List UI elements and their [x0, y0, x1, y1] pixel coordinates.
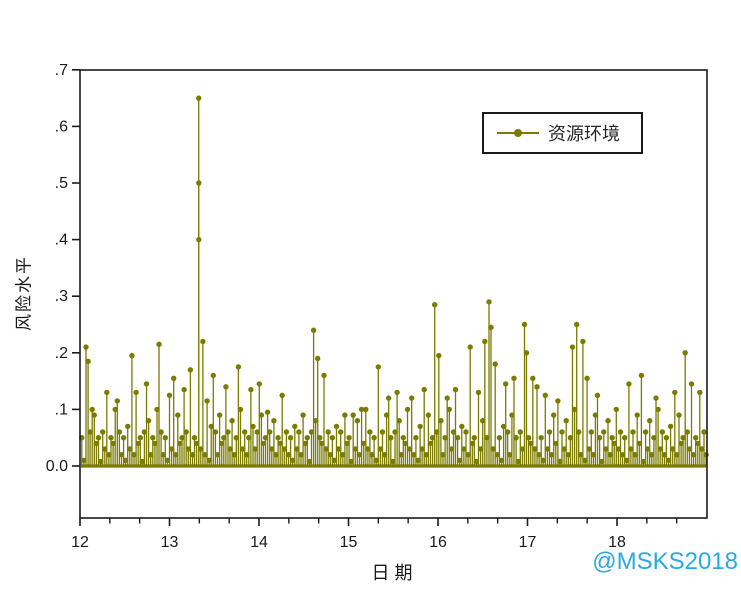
svg-text:.2: .2	[55, 345, 68, 362]
svg-text:14: 14	[250, 534, 268, 551]
y-axis-title: 风险水平	[14, 255, 34, 331]
legend-box: 资源环境	[482, 112, 643, 154]
svg-text:12: 12	[71, 534, 89, 551]
svg-text:0.0: 0.0	[46, 458, 68, 475]
watermark: @MSKS2018	[592, 548, 738, 575]
svg-text:17: 17	[519, 534, 537, 551]
svg-text:.6: .6	[55, 118, 68, 135]
legend-series-marker-icon	[497, 129, 539, 137]
svg-text:.7: .7	[55, 62, 68, 79]
svg-text:15: 15	[340, 534, 358, 551]
svg-text:13: 13	[161, 534, 179, 551]
svg-text:16: 16	[429, 534, 447, 551]
svg-text:.4: .4	[55, 232, 68, 249]
svg-text:18: 18	[608, 534, 626, 551]
svg-text:.5: .5	[55, 175, 68, 192]
x-axis-title: 日 期	[371, 563, 413, 583]
legend-series-label: 资源环境	[548, 124, 620, 144]
svg-text:.1: .1	[55, 401, 68, 418]
svg-text:.3: .3	[55, 288, 68, 305]
